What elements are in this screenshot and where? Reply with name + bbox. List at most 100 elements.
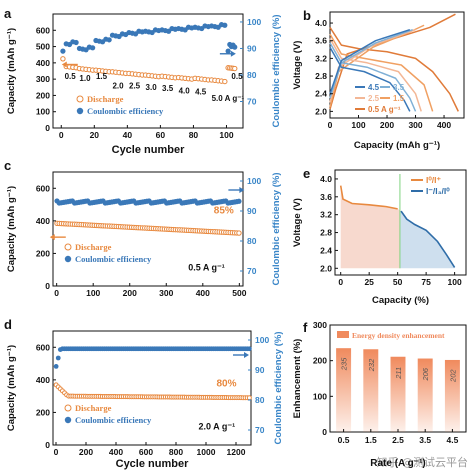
- ce-point: [60, 48, 66, 54]
- x-tick-label: 100: [86, 288, 100, 298]
- legend-label: 3.5: [393, 83, 405, 92]
- x-tick-label: 50: [393, 277, 403, 287]
- bar-value-label: 211: [394, 367, 403, 380]
- legend-swatch: [337, 331, 349, 338]
- legend-discharge-label: Discharge: [87, 94, 124, 104]
- y-tick-label: 2.4: [320, 245, 332, 255]
- x-tick-label: 200: [79, 447, 93, 457]
- series-arrow-head: [230, 50, 236, 57]
- x-tick-label: 40: [123, 130, 133, 140]
- y-tick-label: 0: [45, 123, 50, 133]
- rate-label: 1.0: [79, 74, 91, 83]
- discharge-point: [246, 395, 252, 401]
- y-tick-label: 100: [313, 391, 327, 401]
- x-tick-label: 0: [54, 288, 59, 298]
- voltage-curve: [329, 38, 422, 112]
- x-tick-label: 20: [90, 130, 100, 140]
- y-tick-label: 400: [36, 58, 50, 68]
- legend-label: I⁻/I₃/I⁰: [426, 186, 450, 196]
- y-axis-label: Voltage (V): [292, 41, 303, 90]
- ce-point: [90, 45, 96, 51]
- legend-label: I⁰/I⁺: [426, 175, 441, 185]
- y-tick-label: 0: [45, 440, 50, 450]
- y-tick-label: 3.2: [320, 210, 332, 220]
- rate-label: 0.5: [231, 72, 243, 81]
- x-axis-label: Cycle number: [116, 458, 189, 470]
- x-tick-label: 2.5: [392, 435, 404, 445]
- legend-discharge-label: Discharge: [75, 403, 112, 413]
- y-tick-label: 4.0: [320, 174, 332, 184]
- voltage-curve: [329, 28, 413, 99]
- voltage-curve: [329, 27, 459, 112]
- y2-tick-label: 100: [247, 176, 261, 186]
- capacity-area-blue: [399, 210, 455, 269]
- ce-point: [73, 39, 79, 46]
- x-tick-label: 75: [421, 277, 431, 287]
- x-axis-label: Capacity (%): [372, 295, 429, 306]
- x-tick-label: 800: [169, 447, 183, 457]
- panel-d-frame: [52, 330, 252, 446]
- retention-label: 85%: [214, 206, 234, 217]
- x-tick-label: 0: [328, 120, 333, 130]
- y-tick-label: 100: [36, 107, 50, 117]
- bar: [417, 358, 433, 432]
- y-tick-label: 0: [322, 427, 327, 437]
- y-axis-label: Enhancement (%): [292, 339, 303, 419]
- voltage-curve: [329, 42, 417, 112]
- discharge-point: [60, 56, 66, 62]
- ce-point: [106, 37, 112, 43]
- rate-label: 1.5: [96, 72, 108, 81]
- x-tick-label: 1.5: [365, 435, 377, 445]
- x-axis-label: Capacity (mAh g⁻¹): [354, 140, 440, 151]
- y2-axis-label: Coulombic efficiency (%): [271, 15, 282, 128]
- legend-label: 1.5: [393, 94, 405, 103]
- rate-label: 2.0: [112, 81, 124, 90]
- y-tick-label: 4.0: [315, 18, 327, 28]
- legend-discharge-label: Discharge: [75, 242, 112, 252]
- y-tick-label: 2.4: [315, 89, 327, 99]
- legend-ce-marker: [76, 107, 84, 115]
- voltage-curve-orange: [339, 185, 398, 210]
- panel-letter: a: [4, 6, 12, 21]
- capacity-area-orange: [340, 185, 400, 269]
- ce-point: [246, 346, 252, 352]
- y-tick-label: 600: [36, 25, 50, 35]
- y-tick-label: 200: [36, 248, 50, 258]
- panel-letter: b: [303, 8, 311, 23]
- y2-tick-label: 70: [247, 96, 257, 106]
- legend-discharge-marker: [64, 404, 72, 412]
- x-tick-label: 200: [123, 288, 137, 298]
- panel-a-frame: [52, 13, 244, 129]
- x-axis-label: Cycle number: [112, 144, 185, 156]
- legend-ce-label: Coulombic efficiency: [87, 106, 164, 116]
- y-tick-label: 2.0: [315, 106, 327, 116]
- panel-letter: e: [303, 166, 310, 181]
- x-tick-label: 1000: [197, 447, 216, 457]
- y2-tick-label: 80: [255, 395, 265, 405]
- y2-tick-label: 70: [247, 266, 257, 276]
- y2-tick-label: 100: [247, 17, 261, 27]
- rate-label: 4.5: [195, 88, 207, 97]
- ce-point: [222, 22, 228, 28]
- legend-discharge-marker: [64, 243, 72, 251]
- rate-label: 2.0 A g⁻¹: [199, 422, 236, 432]
- voltage-curve: [329, 33, 434, 112]
- x-tick-label: 0: [338, 277, 343, 287]
- legend-ce-label: Coulombic efficiency: [75, 254, 152, 264]
- y-tick-label: 600: [36, 342, 50, 352]
- y-tick-label: 500: [36, 42, 50, 52]
- x-tick-label: 100: [219, 130, 233, 140]
- x-tick-label: 200: [380, 120, 394, 130]
- x-tick-label: 4.5: [446, 435, 458, 445]
- y-tick-label: 3.2: [315, 53, 327, 63]
- panel-e-frame: [334, 169, 467, 276]
- y-tick-label: 400: [36, 375, 50, 385]
- rate-label: 2.5: [129, 82, 141, 91]
- x-tick-label: 600: [139, 447, 153, 457]
- x-tick-label: 80: [189, 130, 199, 140]
- bar: [363, 349, 379, 432]
- x-tick-label: 60: [156, 130, 166, 140]
- y-tick-label: 3.6: [315, 36, 327, 46]
- ce-point: [55, 355, 61, 361]
- bar: [390, 356, 406, 432]
